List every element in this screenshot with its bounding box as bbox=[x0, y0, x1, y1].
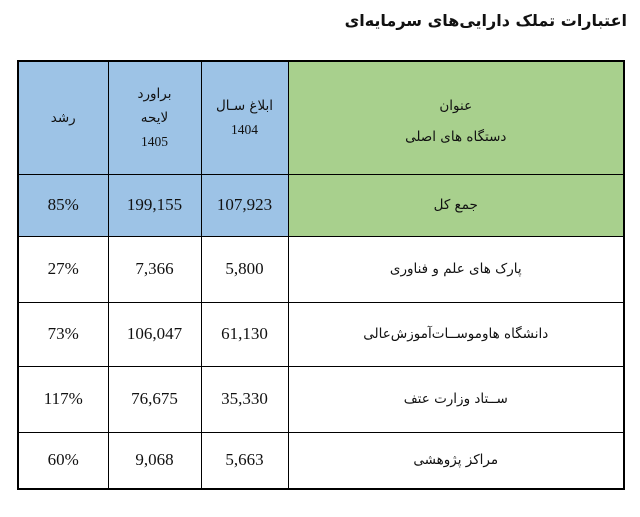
header-cell-1405: براورد لایحه 1405 bbox=[107, 60, 202, 175]
row-value-1405: 106,047 bbox=[107, 301, 202, 367]
header-name-line1: عنوان bbox=[439, 97, 473, 114]
row-name: ســتاد وزارت عتف bbox=[287, 365, 625, 433]
header-cell-1404: ابلاغ سـال 1404 bbox=[200, 60, 289, 175]
row-value-1405: 7,366 bbox=[107, 235, 202, 303]
header-cell-name: عنوان دستگاه های اصلی bbox=[287, 60, 625, 175]
row-name: دانشگاه هاوموســات‌آموزش‌عالی bbox=[287, 301, 625, 367]
row-value-1404: 35,330 bbox=[200, 365, 289, 433]
table-row: دانشگاه هاوموســات‌آموزش‌عالی 61,130 106… bbox=[17, 301, 625, 367]
header-1404-label: ابلاغ سـال bbox=[215, 97, 274, 114]
table-row: پارک های علم و فناوری 5,800 7,366 27% bbox=[17, 235, 625, 303]
header-cell-growth: رشد bbox=[17, 60, 109, 175]
budget-table: عنوان دستگاه های اصلی ابلاغ سـال 1404 بر… bbox=[17, 60, 625, 490]
table-header-row: عنوان دستگاه های اصلی ابلاغ سـال 1404 بر… bbox=[17, 60, 625, 175]
row-name: پارک های علم و فناوری bbox=[287, 235, 625, 303]
row-growth: 27% bbox=[17, 235, 109, 303]
row-value-1404: 5,663 bbox=[200, 431, 289, 490]
row-name: مراکز پژوهشی bbox=[287, 431, 625, 490]
header-1405-label1: براورد bbox=[137, 85, 172, 102]
row-name: جمع کل bbox=[287, 173, 625, 237]
header-1404-year: 1404 bbox=[231, 121, 258, 137]
row-growth: 117% bbox=[17, 365, 109, 433]
table-row: ســتاد وزارت عتف 35,330 76,675 117% bbox=[17, 365, 625, 433]
row-growth: 73% bbox=[17, 301, 109, 367]
header-name-line2: دستگاه های اصلی bbox=[405, 128, 507, 145]
header-1405-year: 1405 bbox=[141, 133, 168, 149]
row-value-1404: 61,130 bbox=[200, 301, 289, 367]
row-growth: 85% bbox=[17, 173, 109, 237]
row-value-1405: 9,068 bbox=[107, 431, 202, 490]
table-row: مراکز پژوهشی 5,663 9,068 60% bbox=[17, 431, 625, 490]
row-value-1405: 76,675 bbox=[107, 365, 202, 433]
row-value-1404: 5,800 bbox=[200, 235, 289, 303]
row-value-1405: 199,155 bbox=[107, 173, 202, 237]
header-1405-label2: لایحه bbox=[140, 109, 169, 126]
row-growth: 60% bbox=[17, 431, 109, 490]
row-value-1404: 107,923 bbox=[200, 173, 289, 237]
page-title: اعتبارات تملک دارایی‌های سرمایه‌ای bbox=[344, 11, 627, 30]
table-row-total: جمع کل 107,923 199,155 85% bbox=[17, 173, 625, 237]
